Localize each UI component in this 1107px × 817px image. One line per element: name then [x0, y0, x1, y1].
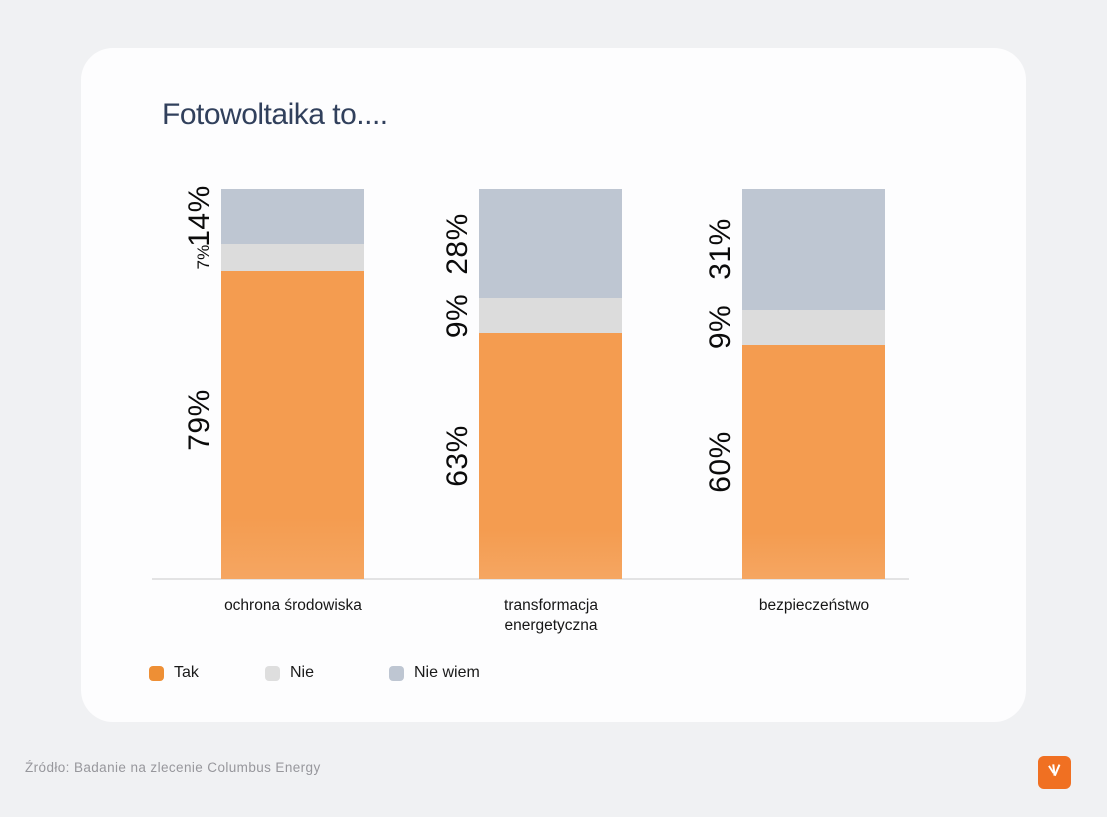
legend-label: Nie — [290, 664, 315, 681]
legend-item-nie: Nie — [265, 664, 314, 682]
chart-title: Fotowoltaika to.... — [162, 98, 388, 131]
bar-segment-nie — [221, 243, 364, 271]
value-label-tak: 79% — [183, 389, 216, 451]
bar-segment-nie-wiem — [479, 189, 622, 299]
bar-bezpieczenstwo — [742, 189, 885, 579]
legend-swatch-tak — [149, 665, 164, 681]
category-label: ochrona środowiska — [224, 597, 362, 614]
source-text: Źródło: Badanie na zlecenie Columbus Ene… — [25, 760, 321, 775]
legend-item-tak: Tak — [149, 664, 199, 682]
value-label-nie-wiem: 14% — [183, 185, 216, 247]
category-label: bezpieczeństwo — [758, 597, 870, 614]
chart-card: Fotowoltaika to.... 14% 7% 79% 28% 9% 63… — [81, 48, 1026, 722]
legend-item-nie-wiem: Nie wiem — [389, 664, 480, 682]
value-label-nie-wiem: 31% — [704, 218, 737, 280]
bar-transformacja-energetyczna — [479, 189, 622, 579]
bar-segment-tak — [221, 270, 364, 579]
legend-swatch-nie-wiem — [389, 665, 404, 681]
value-label-tak: 60% — [704, 431, 737, 493]
x-axis-line — [152, 578, 909, 580]
logo-rays-icon — [1043, 759, 1066, 787]
value-label-nie-wiem: 28% — [441, 213, 474, 275]
value-label-nie: 9% — [704, 304, 737, 350]
legend-label: Tak — [174, 664, 199, 681]
bar-segment-nie-wiem — [742, 189, 885, 310]
bar-segment-nie — [479, 298, 622, 334]
value-label-tak: 63% — [441, 425, 474, 487]
bar-segment-tak — [742, 344, 885, 579]
legend-swatch-nie — [265, 665, 280, 681]
bar-segment-nie-wiem — [221, 189, 364, 244]
bar-ochrona-srodowiska — [221, 189, 364, 579]
value-label-nie: 7% — [194, 244, 213, 270]
stacked-bar-chart: 14% 7% 79% 28% 9% 63% 31% 9% 60% ochrona… — [81, 48, 1026, 722]
value-label-nie: 9% — [441, 293, 474, 339]
legend-label: Nie wiem — [414, 664, 480, 681]
columbus-energy-logo — [1038, 756, 1071, 789]
bar-segment-tak — [479, 333, 622, 579]
category-label: transformacja energetyczna — [504, 597, 598, 635]
bar-segment-nie — [742, 309, 885, 345]
